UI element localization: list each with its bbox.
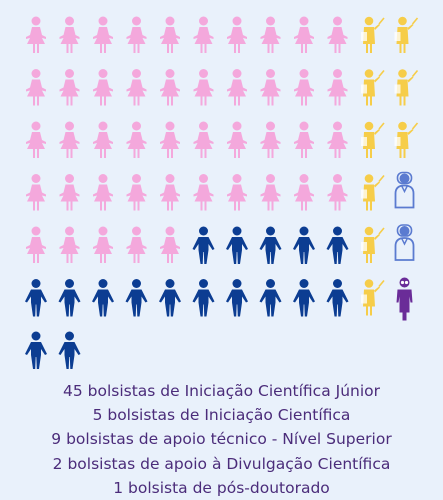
legend-item-pos-doutorado: 1 bolsista de pós-doutorado: [113, 478, 330, 497]
girl-student-icon: [260, 121, 281, 158]
girl-student-icon: [160, 69, 180, 106]
legend-item-ic-junior: 45 bolsistas de Iniciação Científica Jún…: [62, 382, 381, 400]
teacher-pointer-icon: [360, 278, 385, 317]
girl-student-icon: [227, 69, 247, 106]
teacher-pointer-icon: [360, 225, 385, 264]
girl-student-icon: [327, 121, 348, 158]
girl-student-icon: [193, 121, 214, 158]
pictograph-chart: [25, 15, 419, 369]
girl-student-icon: [227, 121, 247, 158]
teacher-pointer-icon: [360, 68, 385, 107]
legend-item-apoio-tecnico: 9 bolsistas de apoio técnico - Nível Sup…: [51, 430, 392, 449]
scientist-icon: [394, 224, 415, 261]
girl-student-icon: [93, 174, 113, 211]
girl-student-icon: [26, 16, 46, 53]
teacher-pointer-icon: [360, 120, 385, 159]
girl-student-icon: [193, 174, 214, 211]
boy-student-icon: [25, 331, 47, 369]
boy-student-icon: [259, 279, 282, 317]
girl-student-icon: [126, 226, 147, 263]
girl-student-icon: [193, 69, 214, 106]
girl-student-icon: [93, 16, 113, 53]
girl-student-icon: [26, 121, 46, 158]
girl-student-icon: [59, 121, 80, 158]
girl-student-icon: [294, 121, 314, 158]
girl-student-icon: [126, 174, 147, 211]
boy-student-icon: [326, 279, 349, 317]
girl-student-icon: [59, 226, 80, 263]
teacher-pointer-icon: [360, 15, 385, 54]
teacher-pointer-icon: [360, 173, 385, 212]
girl-student-icon: [93, 121, 113, 158]
girl-student-icon: [59, 69, 80, 106]
girl-student-icon: [327, 16, 348, 53]
teacher-pointer-icon: [393, 15, 419, 54]
legend-item-divulgacao: 2 bolsistas de apoio à Divulgação Cientí…: [52, 454, 391, 473]
boy-student-icon: [326, 226, 349, 264]
girl-student-icon: [59, 16, 80, 53]
girl-student-icon: [26, 226, 46, 263]
boy-student-icon: [58, 279, 81, 317]
boy-student-icon: [92, 279, 114, 317]
girl-student-icon: [260, 174, 281, 211]
boy-student-icon: [25, 279, 47, 317]
girl-student-icon: [59, 174, 80, 211]
girl-student-icon: [160, 226, 180, 263]
girl-student-icon: [193, 16, 214, 53]
girl-student-icon: [327, 69, 348, 106]
boy-student-icon: [159, 279, 181, 317]
girl-student-icon: [294, 69, 314, 106]
boy-student-icon: [192, 226, 215, 264]
girl-student-icon: [260, 16, 281, 53]
boy-student-icon: [192, 279, 215, 317]
boy-student-icon: [226, 279, 248, 317]
boy-student-icon: [259, 226, 282, 264]
legend: 45 bolsistas de Iniciação Científica Jún…: [0, 379, 443, 500]
girl-student-icon: [294, 174, 314, 211]
girl-student-icon: [260, 69, 281, 106]
girl-student-icon: [26, 69, 46, 106]
teacher-pointer-icon: [393, 68, 419, 107]
girl-student-icon: [227, 174, 247, 211]
girl-student-icon: [160, 16, 180, 53]
boy-student-icon: [293, 279, 315, 317]
scientist-icon: [394, 171, 415, 209]
boy-student-icon: [226, 226, 248, 264]
girl-student-icon: [327, 174, 348, 211]
girl-student-icon: [294, 16, 314, 53]
boy-student-icon: [58, 331, 81, 369]
girl-student-icon: [227, 16, 247, 53]
girl-student-icon: [26, 174, 46, 211]
boy-student-icon: [125, 279, 148, 317]
postdoc-icon: [396, 277, 413, 321]
girl-student-icon: [126, 121, 147, 158]
girl-student-icon: [160, 174, 180, 211]
legend-item-ic: 5 bolsistas de Iniciação Científica: [92, 406, 351, 425]
girl-student-icon: [126, 69, 147, 106]
teacher-pointer-icon: [393, 120, 419, 159]
girl-student-icon: [93, 226, 113, 263]
girl-student-icon: [160, 121, 180, 158]
girl-student-icon: [126, 16, 147, 53]
girl-student-icon: [93, 69, 113, 106]
boy-student-icon: [293, 226, 315, 264]
